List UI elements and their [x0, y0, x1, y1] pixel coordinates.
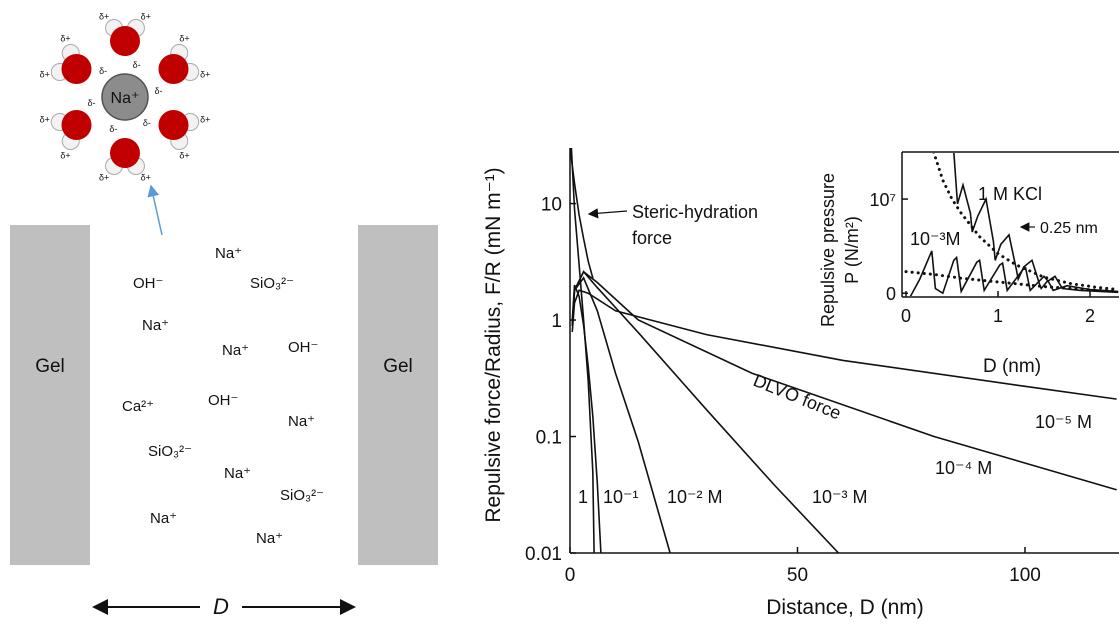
y-axis-label: Repulsive force/Radius, F/R (mN m⁻¹) — [482, 167, 505, 522]
ion-label: OH⁻ — [133, 275, 163, 292]
series-label: 10⁻⁴ M — [935, 458, 992, 478]
y-tick-label: 0.1 — [536, 428, 562, 449]
series-label: 10⁻² M — [667, 487, 723, 507]
x-tick-label: 0 — [565, 565, 576, 586]
oxygen — [110, 26, 140, 56]
charge-label: δ- — [88, 98, 96, 108]
ion-label: Na⁺ — [256, 530, 283, 547]
ion-label: Na⁺ — [111, 90, 140, 107]
inset-background — [903, 153, 1119, 296]
oxygen — [158, 110, 189, 140]
charge-label: δ+ — [141, 11, 151, 21]
charge-label: δ+ — [200, 70, 210, 80]
charge-label: δ+ — [60, 34, 70, 44]
annotation: Steric-hydration — [632, 202, 758, 222]
x-tick-label: 2 — [1085, 306, 1095, 326]
ion-label: Na⁺ — [142, 317, 169, 334]
annotation: 1 M KCl — [978, 184, 1042, 204]
ion-labels: Na⁺ OH⁻ SiO₃²⁻ Na⁺ Na⁺ OH⁻ Ca²⁺ OH⁻ Na⁺ SiO₃²⁻ Na⁺… — [122, 245, 324, 547]
series-line — [909, 250, 1119, 296]
annotation: force — [632, 228, 672, 248]
ion-label: Na⁺ — [215, 245, 242, 262]
series-line — [571, 276, 671, 553]
gel-label: Gel — [35, 356, 65, 377]
series-line — [571, 270, 1117, 491]
series-label: 10⁻¹ — [603, 487, 639, 507]
ion-label: Na⁺ — [222, 342, 249, 359]
series-label: 10⁻⁵ M — [1035, 412, 1092, 432]
series-line — [571, 284, 602, 553]
y-tick-label: 10 — [541, 195, 562, 216]
charge-label: δ+ — [99, 173, 109, 183]
x-tick-label: 100 — [1009, 565, 1041, 586]
annotation-arrow — [587, 208, 628, 219]
series-line — [953, 153, 1119, 294]
ion-label: OH⁻ — [208, 392, 238, 409]
ion — [101, 73, 149, 121]
x-tick-label: 0 — [901, 306, 911, 326]
ion-label: OH⁻ — [288, 339, 318, 356]
y-tick-label: 10⁷ — [869, 190, 896, 210]
charge-label: δ- — [143, 118, 151, 128]
ion-label: SiO₃²⁻ — [148, 443, 192, 460]
hydrated-ion: Na⁺ δ+ δ+ δ-δ+ δ+ δ-δ+ δ+ δ-δ+ δ+ δ-δ+ δ+ δ-δ+ δ+ δ- — [40, 11, 211, 182]
distance-label: D — [213, 594, 229, 619]
series-line — [570, 148, 595, 553]
charge-label: δ+ — [60, 150, 70, 160]
pointer-arrow — [147, 184, 163, 236]
charge-label: δ+ — [141, 173, 151, 183]
oxygen — [158, 54, 189, 84]
y-tick-label: 1 — [551, 311, 562, 332]
charge-label: δ+ — [179, 34, 189, 44]
y-axis-label: P (N/m²) — [842, 216, 862, 284]
gel-block — [10, 225, 90, 565]
inset-chart: 0 10⁷ 0 1 2 D (nm) Repulsive pressure P (N/m²) 1… — [818, 151, 1119, 377]
oxygen — [110, 138, 140, 168]
charge-label: δ- — [99, 66, 107, 76]
ion-label: SiO₃²⁻ — [280, 487, 324, 504]
oxygen — [61, 54, 92, 84]
charge-label: δ+ — [99, 11, 109, 21]
annotation: 0.25 nm — [1040, 220, 1098, 237]
charge-label: δ+ — [40, 114, 50, 124]
ion-label: Ca²⁺ — [122, 398, 154, 415]
x-tick-label: 50 — [787, 565, 808, 586]
series-line — [904, 270, 1119, 293]
x-axis-label: Distance, D (nm) — [766, 596, 924, 619]
ion-label: Na⁺ — [288, 413, 315, 430]
annotation: DLVO force — [751, 370, 844, 423]
series-line — [571, 289, 1117, 400]
charge-label: δ+ — [179, 150, 189, 160]
series-line — [571, 270, 840, 553]
ion-label: Na⁺ — [150, 510, 177, 527]
series-line — [570, 148, 594, 279]
x-tick-label: 1 — [993, 306, 1003, 326]
y-tick-label: 0 — [886, 284, 896, 304]
annotation: 10⁻³M — [910, 229, 961, 249]
x-axis-label: D (nm) — [983, 356, 1041, 377]
series-label: 1 — [578, 487, 588, 507]
ion-label: SiO₃²⁻ — [250, 275, 294, 292]
y-axis-label: Repulsive pressure — [818, 173, 838, 327]
charge-label: δ+ — [200, 114, 210, 124]
gel-label: Gel — [383, 356, 413, 377]
charge-label: δ- — [133, 60, 141, 70]
charge-label: δ- — [109, 124, 117, 134]
y-tick-label: 0.01 — [525, 544, 562, 565]
series-line — [932, 153, 1119, 291]
oxygen — [61, 110, 92, 140]
gel-block — [358, 225, 438, 565]
charge-label: δ+ — [40, 70, 50, 80]
charge-label: δ- — [154, 86, 162, 96]
series-label: 10⁻³ M — [812, 487, 868, 507]
ion-label: Na⁺ — [224, 465, 251, 482]
